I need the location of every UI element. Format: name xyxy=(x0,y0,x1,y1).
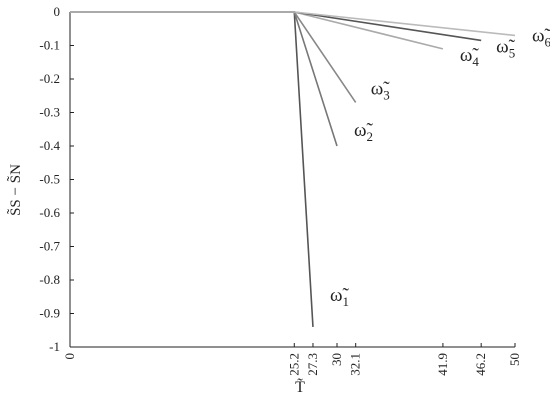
series-label: ω̃4 xyxy=(460,45,480,69)
x-tick-label: 41.9 xyxy=(435,353,450,376)
series-line xyxy=(70,11,357,103)
x-axis-label: T̃ xyxy=(295,378,305,396)
series-label: ω̃2 xyxy=(354,120,374,144)
series-label: ω̃3 xyxy=(371,78,391,102)
series-line xyxy=(70,11,444,50)
x-tick-label: 25.2 xyxy=(286,353,301,376)
y-tick-label: -0.8 xyxy=(39,272,60,287)
series-label: ω̃6 xyxy=(532,25,550,49)
series-line xyxy=(70,11,516,37)
y-axis-label: S̃S − S̃N xyxy=(7,164,24,216)
x-tick-label: 32.1 xyxy=(348,353,363,376)
x-tick-label: 46.2 xyxy=(473,353,488,376)
y-tick-label: -0.3 xyxy=(39,105,60,120)
y-tick-label: -0.9 xyxy=(39,306,60,321)
y-tick-label: -0.4 xyxy=(39,138,60,153)
y-tick-label: 0 xyxy=(54,4,61,19)
x-tick-label: 0 xyxy=(62,353,77,360)
x-tick-label: 30 xyxy=(329,353,344,366)
series-label: ω̃1 xyxy=(330,285,350,309)
series-label: ω̃5 xyxy=(496,36,516,60)
x-tick-label: 50 xyxy=(507,353,522,366)
y-tick-label: -0.2 xyxy=(39,71,60,86)
y-tick-label: -0.7 xyxy=(39,239,60,254)
series-line xyxy=(70,11,482,42)
x-tick-label: 27.3 xyxy=(305,353,320,376)
series-line xyxy=(70,11,338,147)
y-tick-label: -0.5 xyxy=(39,172,60,187)
y-tick-label: -1 xyxy=(49,339,60,354)
y-tick-label: -0.1 xyxy=(39,38,60,53)
y-tick-label: -0.6 xyxy=(39,205,60,220)
series-line xyxy=(70,11,314,327)
